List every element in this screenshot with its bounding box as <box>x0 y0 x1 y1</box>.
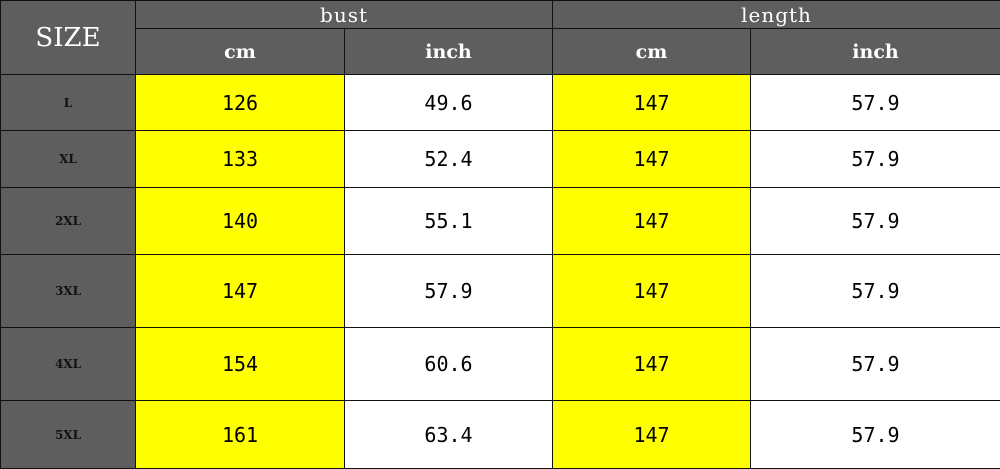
cell-bust-cm: 140 <box>136 188 345 255</box>
cell-bust-cm: 133 <box>136 131 345 188</box>
cell-length-cm: 147 <box>553 188 751 255</box>
cell-length-inch: 57.9 <box>751 188 1000 255</box>
cell-bust-inch: 49.6 <box>345 75 553 131</box>
cell-size: 4XL <box>1 328 136 401</box>
cell-length-cm: 147 <box>553 75 751 131</box>
cell-size: 5XL <box>1 401 136 469</box>
cell-size: 2XL <box>1 188 136 255</box>
cell-length-cm: 147 <box>553 131 751 188</box>
cell-length-cm: 147 <box>553 328 751 401</box>
cell-bust-inch: 52.4 <box>345 131 553 188</box>
cell-bust-inch: 60.6 <box>345 328 553 401</box>
cell-bust-inch: 57.9 <box>345 255 553 328</box>
cell-size: XL <box>1 131 136 188</box>
cell-bust-cm: 147 <box>136 255 345 328</box>
length-header: length <box>553 1 1000 29</box>
cell-size: 3XL <box>1 255 136 328</box>
size-header: SIZE <box>1 1 136 75</box>
cell-bust-inch: 63.4 <box>345 401 553 469</box>
cell-bust-cm: 154 <box>136 328 345 401</box>
cell-length-inch: 57.9 <box>751 255 1000 328</box>
cell-bust-cm: 126 <box>136 75 345 131</box>
cell-length-inch: 57.9 <box>751 131 1000 188</box>
cell-length-inch: 57.9 <box>751 75 1000 131</box>
length-cm-header: cm <box>553 29 751 75</box>
cell-length-inch: 57.9 <box>751 328 1000 401</box>
cell-bust-inch: 55.1 <box>345 188 553 255</box>
cell-length-inch: 57.9 <box>751 401 1000 469</box>
cell-length-cm: 147 <box>553 401 751 469</box>
cell-bust-cm: 161 <box>136 401 345 469</box>
cell-size: L <box>1 75 136 131</box>
length-inch-header: inch <box>751 29 1000 75</box>
bust-inch-header: inch <box>345 29 553 75</box>
bust-cm-header: cm <box>136 29 345 75</box>
cell-length-cm: 147 <box>553 255 751 328</box>
bust-header: bust <box>136 1 553 29</box>
